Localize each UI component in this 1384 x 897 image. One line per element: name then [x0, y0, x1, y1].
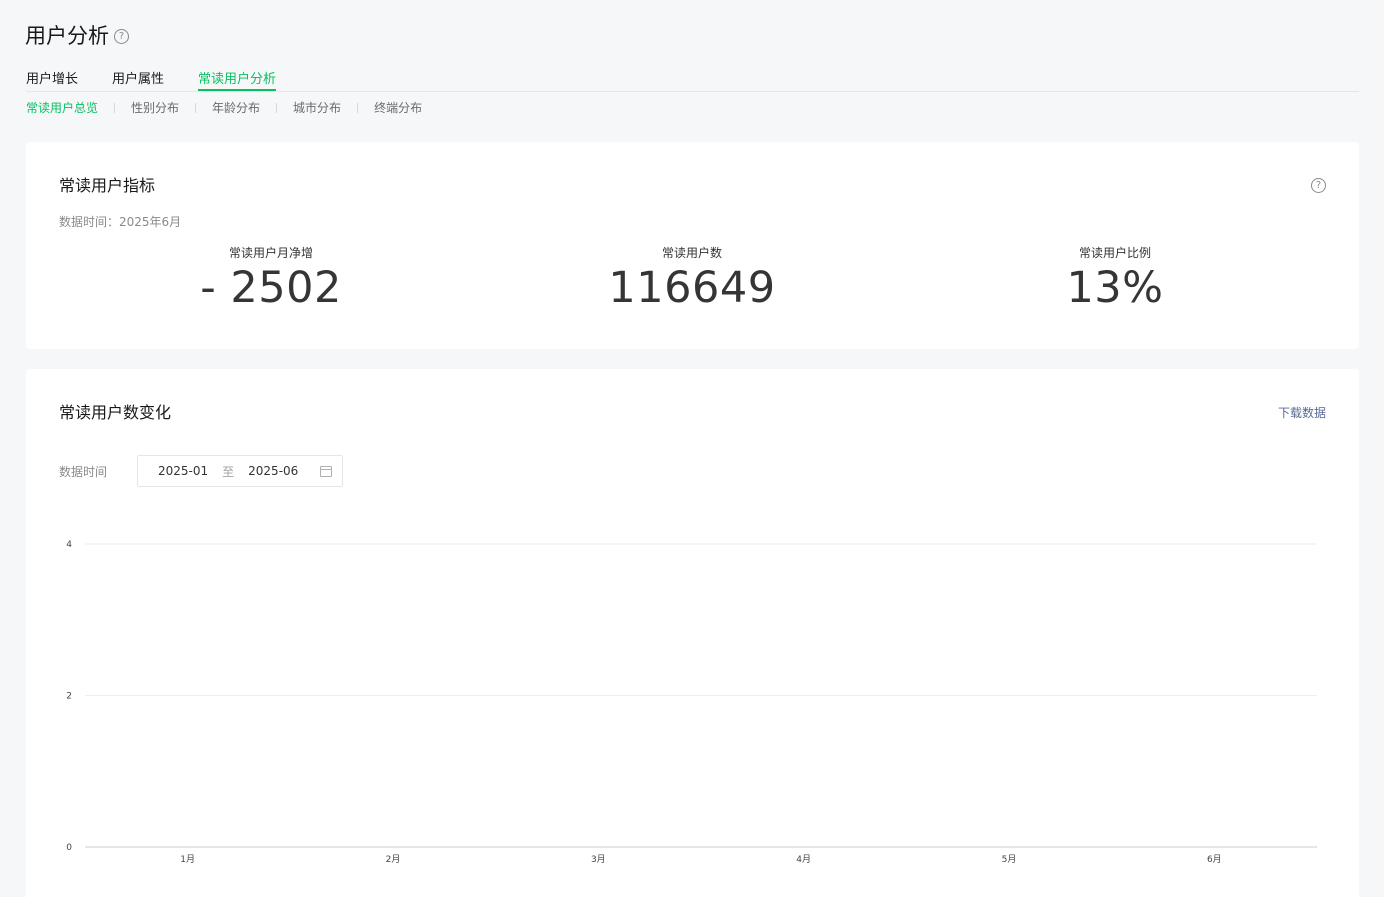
metric-user-count: 常读用户数 116649: [542, 244, 842, 313]
chart-y-tick-label: 4: [66, 540, 72, 550]
question-circle-icon[interactable]: ?: [1311, 178, 1326, 193]
subtab-divider: [195, 102, 197, 113]
subtab-divider: [114, 102, 116, 113]
date-range-picker[interactable]: 2025-01 至 2025-06: [137, 455, 343, 487]
subtab-city[interactable]: 城市分布: [293, 101, 342, 115]
sub-tab-bar: 常读用户总览 性别分布 年龄分布 城市分布 终端分布: [26, 99, 422, 116]
chart-grid: [85, 543, 1317, 848]
chart-x-tick-label: 2月: [386, 854, 401, 865]
subtab-divider: [276, 102, 278, 113]
metric-value: 13%: [1066, 263, 1164, 313]
chart-y-tick-label: 2: [66, 692, 72, 702]
range-label: 数据时间: [59, 465, 108, 479]
metric-label: 常读用户月净增: [228, 246, 313, 260]
metric-net-growth: 常读用户月净增 - 2502: [121, 244, 421, 313]
chart-x-tick-label: 3月: [591, 854, 606, 865]
page-title: 用户分析: [25, 24, 109, 48]
subtab-device[interactable]: 终端分布: [374, 101, 423, 115]
range-separator: 至: [222, 464, 235, 479]
metric-label: 常读用户比例: [1078, 246, 1151, 260]
metric-value: - 2502: [200, 263, 342, 313]
question-circle-icon[interactable]: ?: [114, 29, 129, 44]
metrics-card-title: 常读用户指标: [59, 176, 156, 195]
tab-user-attributes[interactable]: 用户属性: [112, 72, 165, 87]
range-end-input[interactable]: 2025-06: [248, 464, 299, 478]
trend-card: 常读用户数变化 下载数据 数据时间 2025-01 至 2025-06 0 2 4 …: [26, 369, 1359, 897]
metrics-card: 常读用户指标 ? 数据时间：2025年6月 常读用户月净增 - 2502 常读用…: [26, 142, 1359, 349]
trend-chart: 0 2 4 1月 2月 3月 4月 5月 6月: [66, 540, 1317, 865]
subtab-divider: [357, 102, 359, 113]
subtab-age[interactable]: 年龄分布: [212, 101, 261, 115]
metric-user-ratio: 常读用户比例 13%: [965, 244, 1265, 313]
chart-x-tick-label: 1月: [180, 854, 195, 865]
main-tab-bar: 用户增长 用户属性 常读用户分析: [26, 68, 1359, 92]
chart-x-tick-label: 4月: [796, 854, 811, 865]
metric-value: 116649: [608, 263, 776, 313]
chart-x-tick-label: 5月: [1002, 854, 1017, 865]
download-data-link[interactable]: 下载数据: [1277, 406, 1326, 420]
calendar-icon[interactable]: [320, 466, 332, 477]
page-header: 用户分析 ?: [25, 20, 129, 50]
tab-frequent-readers[interactable]: 常读用户分析: [198, 68, 277, 91]
metric-label: 常读用户数: [661, 246, 722, 260]
chart-x-tick-label: 6月: [1207, 854, 1222, 865]
subtab-overview[interactable]: 常读用户总览: [26, 101, 99, 115]
subtab-gender[interactable]: 性别分布: [131, 101, 180, 115]
tab-user-growth[interactable]: 用户增长: [26, 72, 79, 87]
chart-y-ticks: 0 2 4: [66, 540, 72, 853]
range-start-input[interactable]: 2025-01: [158, 464, 209, 478]
chart-y-tick-label: 0: [66, 843, 72, 853]
chart-x-ticks: 1月 2月 3月 4月 5月 6月: [180, 854, 1221, 865]
metrics-data-time: 数据时间：2025年6月: [59, 215, 182, 229]
trend-card-title: 常读用户数变化: [59, 403, 172, 422]
